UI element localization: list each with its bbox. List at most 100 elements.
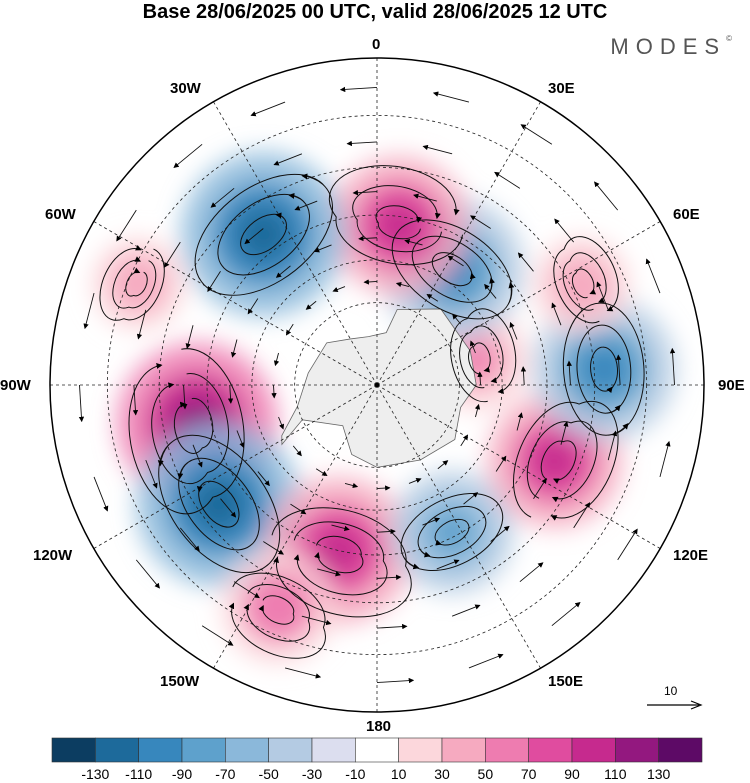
flow-arrow — [263, 541, 284, 555]
flow-arrow — [284, 667, 322, 679]
flow-arrow — [509, 321, 518, 340]
flow-arrow — [315, 468, 328, 477]
flow-arrow — [185, 325, 194, 349]
streamline — [194, 173, 333, 296]
flow-arrow — [468, 653, 504, 669]
flow-arrow — [250, 101, 286, 117]
colorbar-swatch — [615, 737, 659, 763]
flow-arrow — [469, 340, 476, 354]
streamline — [177, 457, 260, 551]
flow-arrow — [554, 218, 575, 243]
streamline — [450, 308, 517, 403]
colorbar-tick-label: 130 — [646, 766, 671, 782]
flow-arrow — [363, 279, 378, 285]
flow-arrow — [551, 602, 581, 627]
streamline — [562, 252, 607, 311]
colorbar-swatch — [311, 737, 356, 763]
flow-arrow — [376, 623, 408, 630]
flow-arrow — [551, 302, 562, 326]
meridian-line — [213, 101, 378, 386]
flow-arrow — [376, 528, 396, 535]
flow-arrow — [301, 615, 332, 626]
anomaly-core — [315, 526, 363, 575]
flow-arrow — [484, 283, 497, 299]
flow-arrow — [233, 581, 260, 599]
lon-label-120w: 120W — [33, 547, 73, 564]
flow-arrow — [436, 559, 460, 570]
streamline — [271, 507, 412, 618]
streamline — [391, 219, 515, 320]
flow-arrow — [135, 559, 160, 589]
flow-arrow — [477, 371, 483, 386]
flow-arrow — [519, 562, 544, 583]
flow-arrow — [285, 323, 294, 336]
colorbar-swatch — [528, 737, 573, 763]
flow-arrow — [617, 528, 638, 561]
colorbar-tick-label: -90 — [171, 766, 193, 782]
flow-arrow — [83, 292, 95, 330]
flow-arrow — [294, 200, 318, 211]
flow-arrow — [145, 459, 158, 489]
reference-vector-arrow — [647, 700, 703, 710]
flow-arrow — [463, 492, 479, 505]
flow-arrow — [615, 354, 622, 386]
flow-arrow — [305, 300, 317, 310]
flow-arrow — [116, 209, 137, 242]
flow-arrow — [533, 478, 547, 499]
streamline — [540, 440, 577, 484]
flow-arrow — [358, 235, 378, 242]
flow-arrow — [313, 244, 332, 253]
flow-arrow — [437, 460, 449, 470]
flow-arrow — [560, 421, 569, 445]
streamline — [196, 480, 240, 528]
colorbar-swatch — [51, 737, 96, 763]
flow-arrow — [422, 144, 453, 155]
colorbar-swatch — [138, 737, 183, 763]
flow-arrow — [292, 445, 302, 457]
streamline — [314, 535, 364, 574]
lon-label-150e: 150E — [548, 673, 584, 690]
colorbar-swatch — [658, 737, 703, 763]
flow-arrow — [275, 265, 291, 278]
meridian-line — [213, 384, 378, 669]
streamline — [571, 268, 597, 299]
streamline — [513, 400, 619, 521]
anomaly-field — [91, 151, 677, 665]
streamline — [400, 492, 504, 571]
flow-arrow — [339, 86, 378, 93]
streamline — [99, 244, 165, 321]
flow-arrow — [236, 430, 245, 449]
anomaly-core — [566, 269, 598, 301]
brand-logo: MODES© — [610, 34, 732, 60]
colorbar-tick-label: 30 — [434, 766, 450, 782]
streamline — [375, 205, 423, 240]
streamline — [228, 572, 326, 659]
reference-vector-label: 10 — [664, 684, 678, 698]
colorbar-tick-label: -50 — [258, 766, 279, 782]
streamline — [590, 346, 618, 394]
colorbar-swatch — [398, 737, 443, 763]
lon-label-30e: 30E — [548, 80, 575, 97]
lon-label-90w: 90W — [0, 377, 31, 394]
flow-arrow — [460, 434, 469, 447]
lon-label-60w: 60W — [45, 206, 76, 223]
flow-arrow — [78, 384, 85, 423]
lon-label-180: 180 — [366, 718, 392, 735]
flow-arrow — [220, 498, 237, 518]
streamline — [526, 420, 598, 503]
colorbar-swatch — [441, 737, 486, 763]
streamline — [352, 185, 442, 253]
flow-arrow — [452, 313, 462, 325]
flow-arrow — [344, 482, 359, 489]
flow-arrow — [201, 625, 234, 646]
flow-arrow — [517, 252, 534, 272]
flow-arrow — [192, 444, 203, 468]
streamline — [217, 192, 310, 276]
flow-arrow — [566, 360, 572, 386]
streamline — [459, 325, 504, 389]
flow-arrow — [230, 339, 238, 358]
map-border — [49, 57, 705, 713]
flow-arrow — [659, 440, 671, 478]
flow-arrow — [669, 347, 676, 386]
streamline — [157, 434, 281, 574]
